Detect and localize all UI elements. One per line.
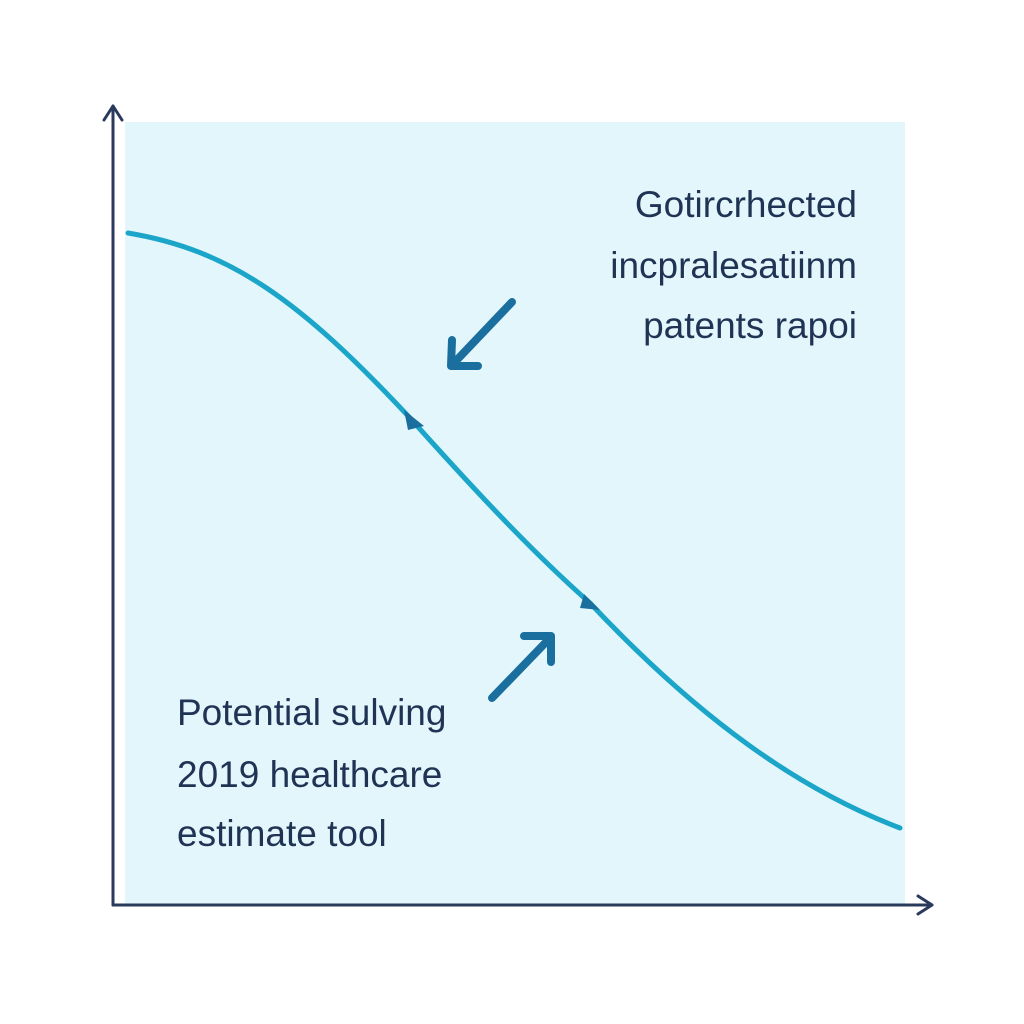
pointer-arrow [488,634,554,702]
annotation-line: incpralesatiinm [610,245,857,286]
pointer-arrow [449,298,516,368]
annotation-line: patents rapoi [643,305,857,346]
curve-marker [404,410,424,430]
plot-area [125,122,905,905]
y-axis-arrowhead [102,104,124,122]
annotation-line: Potential sulving [177,692,446,733]
trend-curve [125,230,903,831]
curve-marker [580,594,600,610]
x-axis-arrowhead [916,894,934,916]
annotation-line: estimate tool [177,813,387,854]
pointer-arrowhead [520,632,555,666]
annotation-line: Gotircrhected [635,184,857,225]
pointer-arrowhead [447,336,482,370]
annotation-line: 2019 healthcare [177,754,442,795]
